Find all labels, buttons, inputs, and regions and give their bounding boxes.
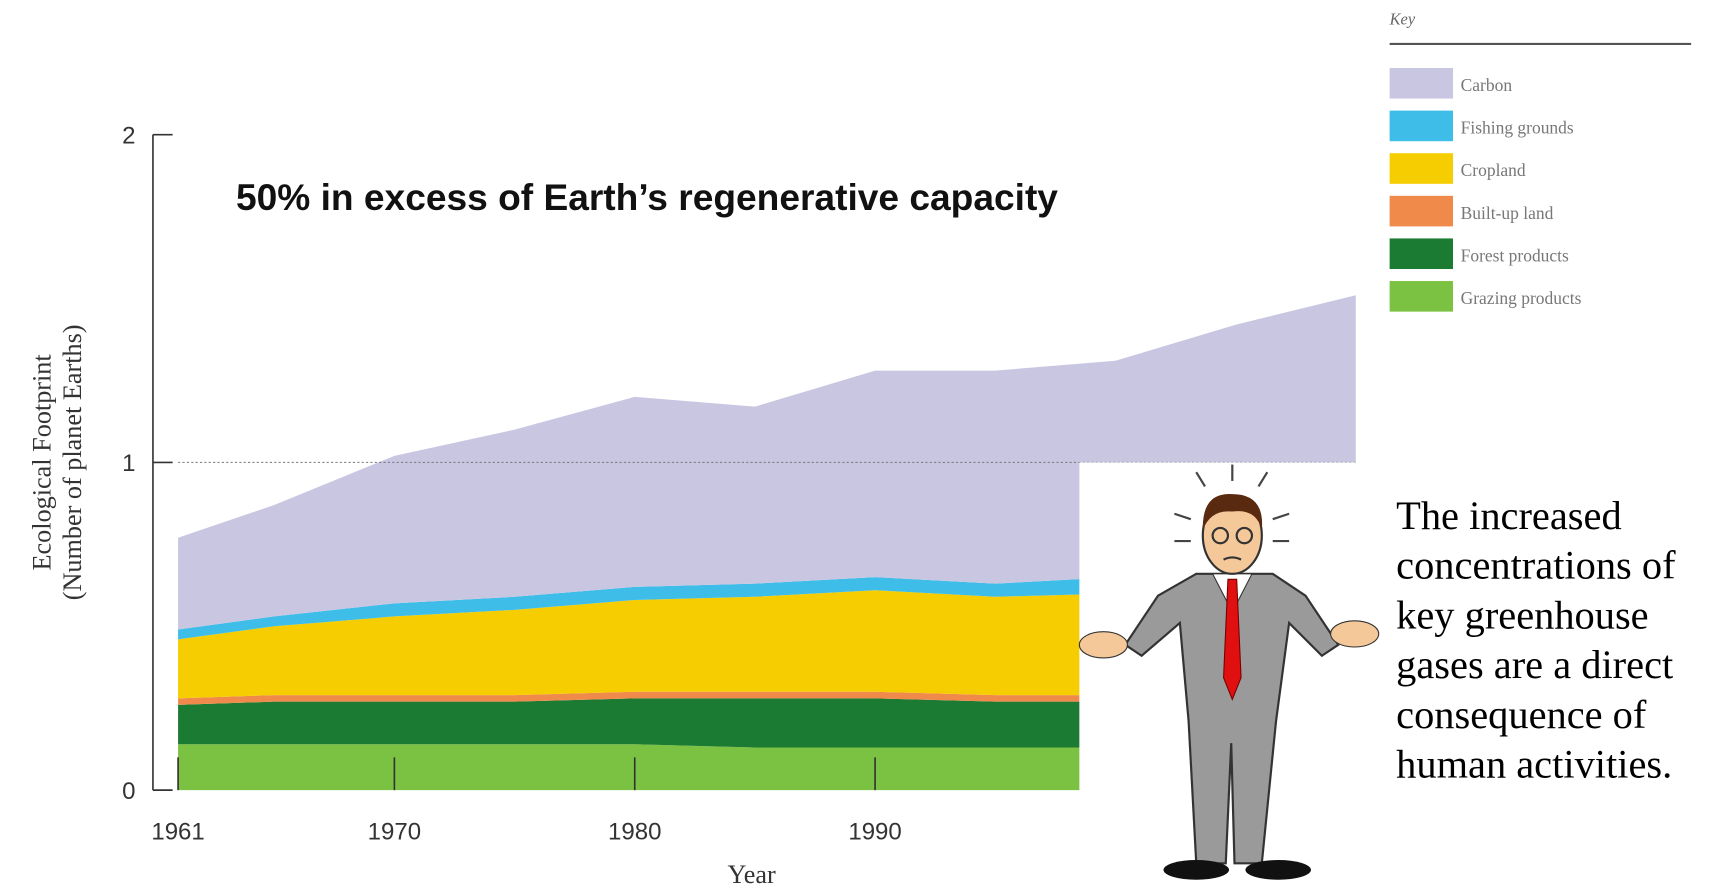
y-tick-label: 0 xyxy=(122,778,135,805)
annotation: 50% in excess of Earth’s regenerative ca… xyxy=(236,176,1058,218)
legend-label: Forest products xyxy=(1461,245,1569,265)
legend-label: Cropland xyxy=(1461,160,1526,180)
legend-label: Carbon xyxy=(1461,75,1513,95)
side-text-line: human activities. xyxy=(1396,742,1672,787)
area xyxy=(178,577,1356,640)
side-text-line: The increased xyxy=(1396,493,1621,538)
y-axis-label-line: Ecological Footprint xyxy=(27,354,56,571)
x-tick-label: 1990 xyxy=(848,818,901,845)
stress-lines xyxy=(1174,464,1290,543)
legend-label: Built-up land xyxy=(1461,203,1554,223)
side-text: The increased concentrations of key greenh… xyxy=(1396,493,1676,787)
legend-swatch xyxy=(1389,238,1453,270)
hand xyxy=(1078,631,1128,659)
suit xyxy=(1123,572,1340,865)
y-axis-label-line: (Number of planet Earths) xyxy=(58,325,87,601)
x-axis-label: Year xyxy=(727,860,776,889)
side-text-line: key greenhouse xyxy=(1396,592,1648,637)
hand xyxy=(1330,620,1380,648)
area xyxy=(178,698,1356,748)
legend-swatch xyxy=(1389,110,1453,142)
x-tick-label: 1980 xyxy=(608,818,661,845)
legend-title: Key xyxy=(1389,9,1416,28)
legend-swatch xyxy=(1389,68,1453,99)
x-tick-label: 1961 xyxy=(151,818,204,845)
side-text-line: consequence of xyxy=(1396,692,1647,737)
plot-area: 01219611970198019902000 xyxy=(122,122,1356,845)
x-tick-label: 1970 xyxy=(368,818,421,845)
y-axis-label: Ecological Footprint (Number of planet E… xyxy=(27,325,87,601)
shoe xyxy=(1245,860,1311,880)
cartoon xyxy=(1078,462,1386,892)
legend-swatch xyxy=(1389,195,1453,227)
area xyxy=(178,744,1356,791)
tie xyxy=(1223,578,1242,701)
side-text-line: concentrations of xyxy=(1396,543,1676,588)
legend-label: Grazing products xyxy=(1461,288,1582,308)
shoe xyxy=(1163,860,1230,880)
legend-swatch xyxy=(1389,153,1453,184)
area xyxy=(178,295,1356,630)
legend-label: Fishing grounds xyxy=(1461,118,1574,138)
side-text-line: gases are a direct xyxy=(1396,642,1673,687)
legend-swatch xyxy=(1389,281,1453,312)
hair xyxy=(1202,493,1263,531)
y-tick-label: 1 xyxy=(122,450,135,477)
y-tick-label: 2 xyxy=(122,122,135,149)
legend: Carbon Fishing grounds Cropland Built-up la… xyxy=(1389,68,1582,312)
area xyxy=(178,590,1356,699)
